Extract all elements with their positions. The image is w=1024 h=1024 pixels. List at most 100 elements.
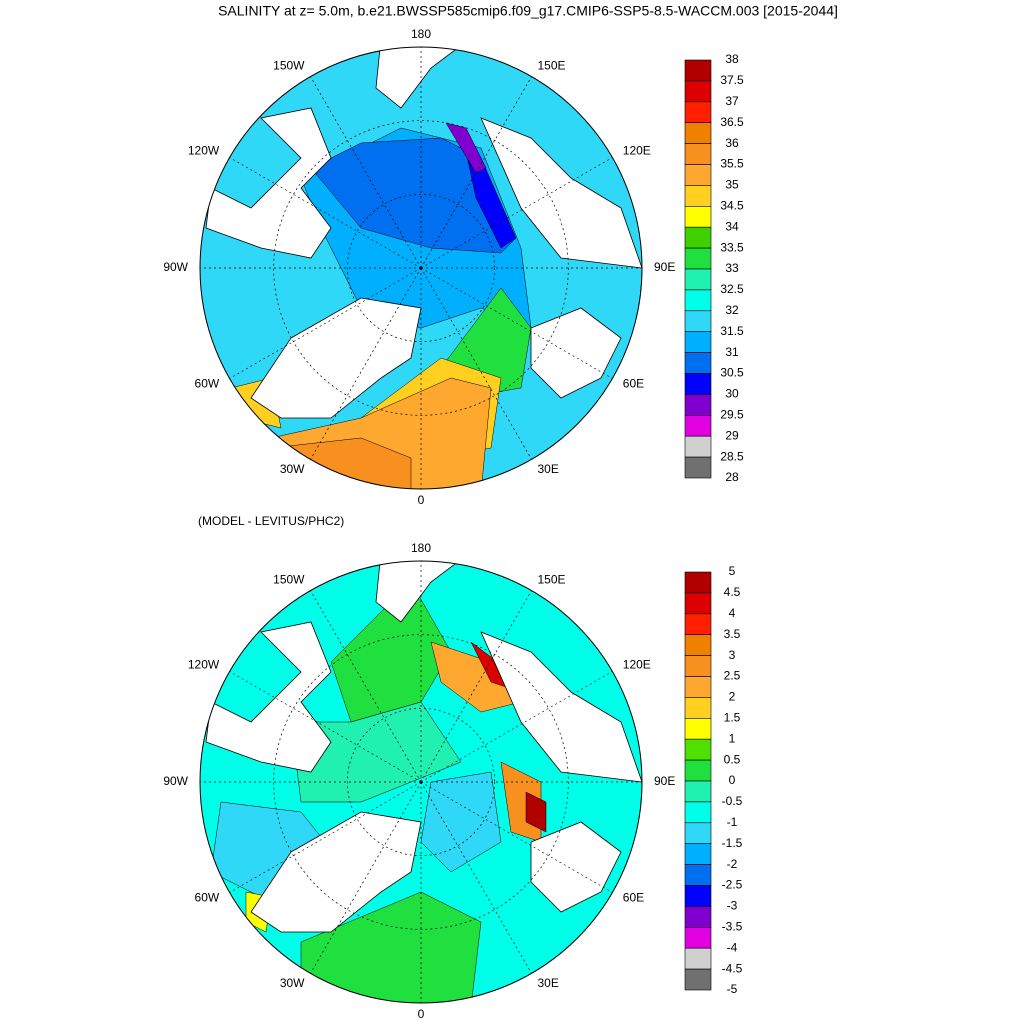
colorbar-label: 38 [725, 52, 739, 66]
polar-map: 180 150E 120E 90E 60E 30E 0 30W 60W 90W 120W 150W [163, 541, 675, 1021]
colorbar-box [684, 310, 712, 332]
map-border [199, 560, 643, 1004]
longitude-label: 60W [195, 377, 220, 391]
colorbar-label: 28 [725, 470, 739, 484]
colorbar-box [684, 185, 712, 207]
longitude-label: 180 [411, 541, 431, 555]
longitude-label: 90W [163, 774, 188, 788]
field-region [525, 791, 547, 833]
polar-map: 180 150E 120E 90E 60E 30E 0 30W 60W 90W 120W 150W [163, 27, 675, 507]
colorbar-label: -2.5 [722, 878, 743, 892]
colorbar-box [684, 456, 712, 479]
colorbar-label: -2 [727, 857, 738, 871]
colorbar-box [684, 164, 712, 186]
colorbar-box [684, 435, 712, 458]
colorbar-label: 0.5 [724, 752, 741, 766]
meridian [420, 157, 613, 269]
meridian [420, 781, 613, 893]
longitude-label: 30E [538, 462, 559, 476]
meridian [310, 267, 422, 460]
colorbar-label: 2.5 [724, 669, 741, 683]
colorbar-box [684, 571, 712, 594]
colorbar-box [684, 676, 712, 698]
longitude-label: 30W [280, 976, 305, 990]
subtitle: (MODEL - LEVITUS/PHC2) [198, 514, 344, 528]
colorbar-label: 36 [725, 136, 739, 150]
colorbar-label: 32 [725, 303, 739, 317]
colorbar-label: -1 [727, 815, 738, 829]
longitude-label: 0 [418, 1007, 425, 1021]
colorbar-box [684, 634, 712, 656]
colorbar-label: 35.5 [720, 157, 744, 171]
colorbar-label: 33 [725, 261, 739, 275]
colorbar-label: 2 [729, 690, 736, 704]
colorbar-box [684, 289, 712, 312]
colorbar-box [684, 885, 712, 907]
land [530, 821, 622, 913]
longitude-label: 150W [273, 572, 305, 586]
longitude-label: 90E [654, 260, 675, 274]
latitude-circle [273, 120, 569, 416]
colorbar-box [684, 906, 712, 928]
land [375, 561, 473, 623]
field-region [445, 122, 487, 174]
longitude-label: 150W [273, 58, 305, 72]
longitude-label: 30W [280, 462, 305, 476]
latitude-circle [273, 634, 569, 930]
land [530, 307, 622, 399]
longitude-label: 60E [623, 891, 644, 905]
colorbar-label: -3.5 [722, 919, 743, 933]
colorbar-box [684, 247, 712, 270]
meridian [420, 267, 613, 379]
longitude-label: 120W [188, 658, 220, 672]
colorbar-box [684, 801, 712, 824]
land [480, 631, 642, 783]
colorbar-box [684, 864, 712, 886]
colorbar-box [684, 414, 712, 437]
colorbar-label: -3 [727, 899, 738, 913]
colorbar-label: 5 [729, 564, 736, 578]
colorbar-label: 31.5 [720, 324, 744, 338]
meridian [420, 781, 532, 974]
colorbar-box [684, 80, 712, 103]
colorbar-box [684, 843, 712, 865]
colorbar-box [684, 947, 712, 970]
longitude-label: 120E [623, 658, 651, 672]
meridian [420, 267, 532, 460]
colorbar-label: 35 [725, 178, 739, 192]
colorbar-box [684, 101, 712, 124]
latitude-circle [346, 707, 496, 857]
colorbar-box [684, 926, 712, 949]
meridian [229, 157, 422, 269]
colorbar-box [684, 697, 712, 719]
colorbar-label: 37 [725, 94, 739, 108]
longitude-label: 30E [538, 976, 559, 990]
meridian [420, 671, 613, 783]
longitude-label: 150E [538, 58, 566, 72]
colorbar-box [684, 331, 712, 353]
colorbar-label: 34.5 [720, 198, 744, 212]
colorbar-label: 30 [725, 387, 739, 401]
meridian [420, 590, 532, 783]
colorbar-label: 1.5 [724, 710, 741, 724]
colorbar-label: 29.5 [720, 407, 744, 421]
map-border [199, 46, 643, 490]
longitude-label: 0 [418, 493, 425, 507]
colorbar-box [684, 226, 712, 249]
colorbar-label: -1.5 [722, 836, 743, 850]
longitude-label: 60E [623, 377, 644, 391]
colorbar-label: 0 [729, 773, 736, 787]
colorbar-box [684, 268, 712, 291]
map-body [200, 561, 642, 1003]
colorbar-box [684, 822, 712, 844]
colorbar-label: 29 [725, 428, 739, 442]
meridian [310, 781, 422, 974]
colorbar-label: 4 [729, 606, 736, 620]
colorbar-label: 30.5 [720, 366, 744, 380]
longitude-label: 120W [188, 144, 220, 158]
colorbar-box [684, 206, 712, 228]
colorbar-box [684, 780, 712, 803]
latitude-circle [346, 193, 496, 343]
meridian [229, 671, 422, 783]
